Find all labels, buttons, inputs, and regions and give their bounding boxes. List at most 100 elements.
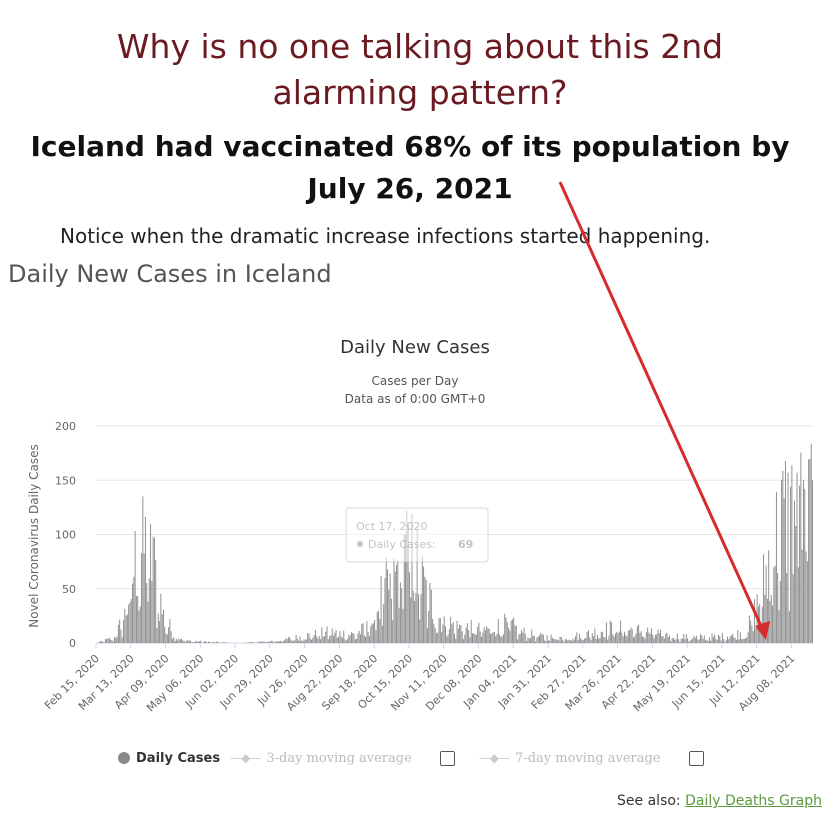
bar[interactable]: [526, 641, 528, 643]
bar[interactable]: [736, 639, 737, 643]
bar[interactable]: [466, 623, 468, 643]
bar[interactable]: [379, 619, 381, 643]
bar[interactable]: [662, 636, 664, 643]
bar[interactable]: [577, 639, 579, 643]
bar[interactable]: [455, 638, 457, 643]
bar[interactable]: [730, 635, 732, 643]
bar[interactable]: [354, 639, 356, 643]
bar[interactable]: [781, 479, 783, 643]
bar[interactable]: [674, 639, 676, 643]
bar[interactable]: [627, 630, 629, 643]
bar[interactable]: [162, 609, 164, 643]
bar[interactable]: [124, 608, 126, 643]
bar[interactable]: [473, 633, 475, 643]
bar[interactable]: [491, 633, 493, 643]
bar[interactable]: [164, 626, 166, 643]
bar[interactable]: [362, 623, 364, 643]
bar[interactable]: [764, 594, 766, 643]
bar[interactable]: [557, 639, 558, 643]
bar[interactable]: [549, 640, 551, 643]
bar[interactable]: [479, 631, 481, 643]
bar[interactable]: [689, 640, 691, 643]
bar[interactable]: [103, 642, 105, 643]
bar[interactable]: [598, 638, 600, 643]
bar[interactable]: [443, 616, 445, 643]
bar[interactable]: [638, 624, 640, 643]
bar[interactable]: [511, 619, 513, 643]
bar[interactable]: [584, 638, 586, 643]
bar[interactable]: [755, 628, 757, 643]
bar[interactable]: [442, 624, 444, 643]
bar[interactable]: [523, 627, 525, 643]
bar[interactable]: [621, 632, 623, 643]
bar[interactable]: [580, 638, 582, 643]
bar[interactable]: [322, 636, 324, 643]
bar[interactable]: [307, 633, 309, 643]
bar[interactable]: [432, 619, 434, 643]
bar[interactable]: [714, 634, 716, 643]
bar[interactable]: [268, 641, 270, 643]
bar[interactable]: [797, 567, 799, 643]
bar[interactable]: [481, 636, 483, 643]
bar[interactable]: [634, 636, 636, 643]
bar[interactable]: [719, 636, 721, 643]
bar[interactable]: [532, 635, 534, 643]
bar[interactable]: [177, 640, 179, 643]
bar[interactable]: [804, 489, 806, 643]
bar[interactable]: [424, 576, 426, 643]
bar[interactable]: [182, 640, 184, 643]
bar[interactable]: [623, 631, 625, 643]
bar[interactable]: [448, 629, 450, 643]
bar[interactable]: [262, 641, 264, 643]
bar[interactable]: [806, 561, 808, 643]
bar[interactable]: [197, 641, 199, 643]
bar[interactable]: [774, 565, 776, 643]
bar[interactable]: [191, 642, 193, 643]
bar[interactable]: [559, 636, 561, 643]
bar[interactable]: [327, 639, 329, 643]
bar[interactable]: [174, 640, 176, 643]
bar[interactable]: [742, 638, 744, 643]
bar[interactable]: [320, 639, 322, 643]
bar[interactable]: [350, 632, 352, 643]
bar[interactable]: [335, 630, 337, 643]
bar[interactable]: [727, 636, 728, 643]
bar[interactable]: [611, 622, 613, 643]
bar[interactable]: [784, 460, 786, 643]
bar[interactable]: [533, 635, 535, 643]
bar[interactable]: [202, 642, 204, 643]
bar[interactable]: [384, 578, 386, 643]
bar[interactable]: [783, 498, 785, 643]
bar[interactable]: [564, 639, 566, 643]
bar[interactable]: [568, 639, 570, 643]
bar[interactable]: [296, 638, 298, 643]
bar[interactable]: [408, 572, 410, 643]
bar[interactable]: [393, 558, 395, 643]
bar[interactable]: [159, 620, 161, 643]
bar[interactable]: [245, 642, 247, 643]
bar[interactable]: [213, 641, 215, 643]
bar[interactable]: [720, 640, 722, 643]
bar[interactable]: [768, 550, 770, 643]
bar[interactable]: [587, 630, 589, 643]
bar[interactable]: [582, 639, 584, 643]
bar[interactable]: [378, 610, 379, 643]
toggle-7day-checkbox[interactable]: [688, 750, 704, 766]
bar[interactable]: [554, 639, 556, 643]
bar[interactable]: [345, 640, 347, 643]
bar[interactable]: [517, 639, 519, 643]
bar[interactable]: [728, 639, 730, 643]
bar[interactable]: [617, 633, 619, 643]
bar[interactable]: [275, 641, 276, 643]
bar[interactable]: [371, 623, 373, 643]
bar[interactable]: [630, 627, 632, 643]
bar[interactable]: [331, 628, 333, 643]
bar[interactable]: [470, 619, 472, 643]
bar[interactable]: [696, 635, 698, 643]
bar[interactable]: [715, 638, 717, 643]
bar[interactable]: [472, 633, 473, 643]
bar[interactable]: [618, 631, 620, 643]
bar[interactable]: [651, 628, 652, 643]
bar[interactable]: [488, 628, 490, 643]
bar[interactable]: [613, 636, 615, 643]
